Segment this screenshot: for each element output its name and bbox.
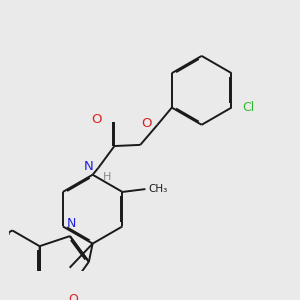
Text: O: O (91, 112, 102, 126)
Text: N: N (66, 217, 76, 230)
Text: O: O (141, 117, 152, 130)
Text: CH₃: CH₃ (148, 184, 167, 194)
Text: O: O (68, 293, 78, 300)
Text: Cl: Cl (242, 101, 254, 114)
Text: N: N (84, 160, 94, 173)
Text: H: H (103, 172, 111, 182)
